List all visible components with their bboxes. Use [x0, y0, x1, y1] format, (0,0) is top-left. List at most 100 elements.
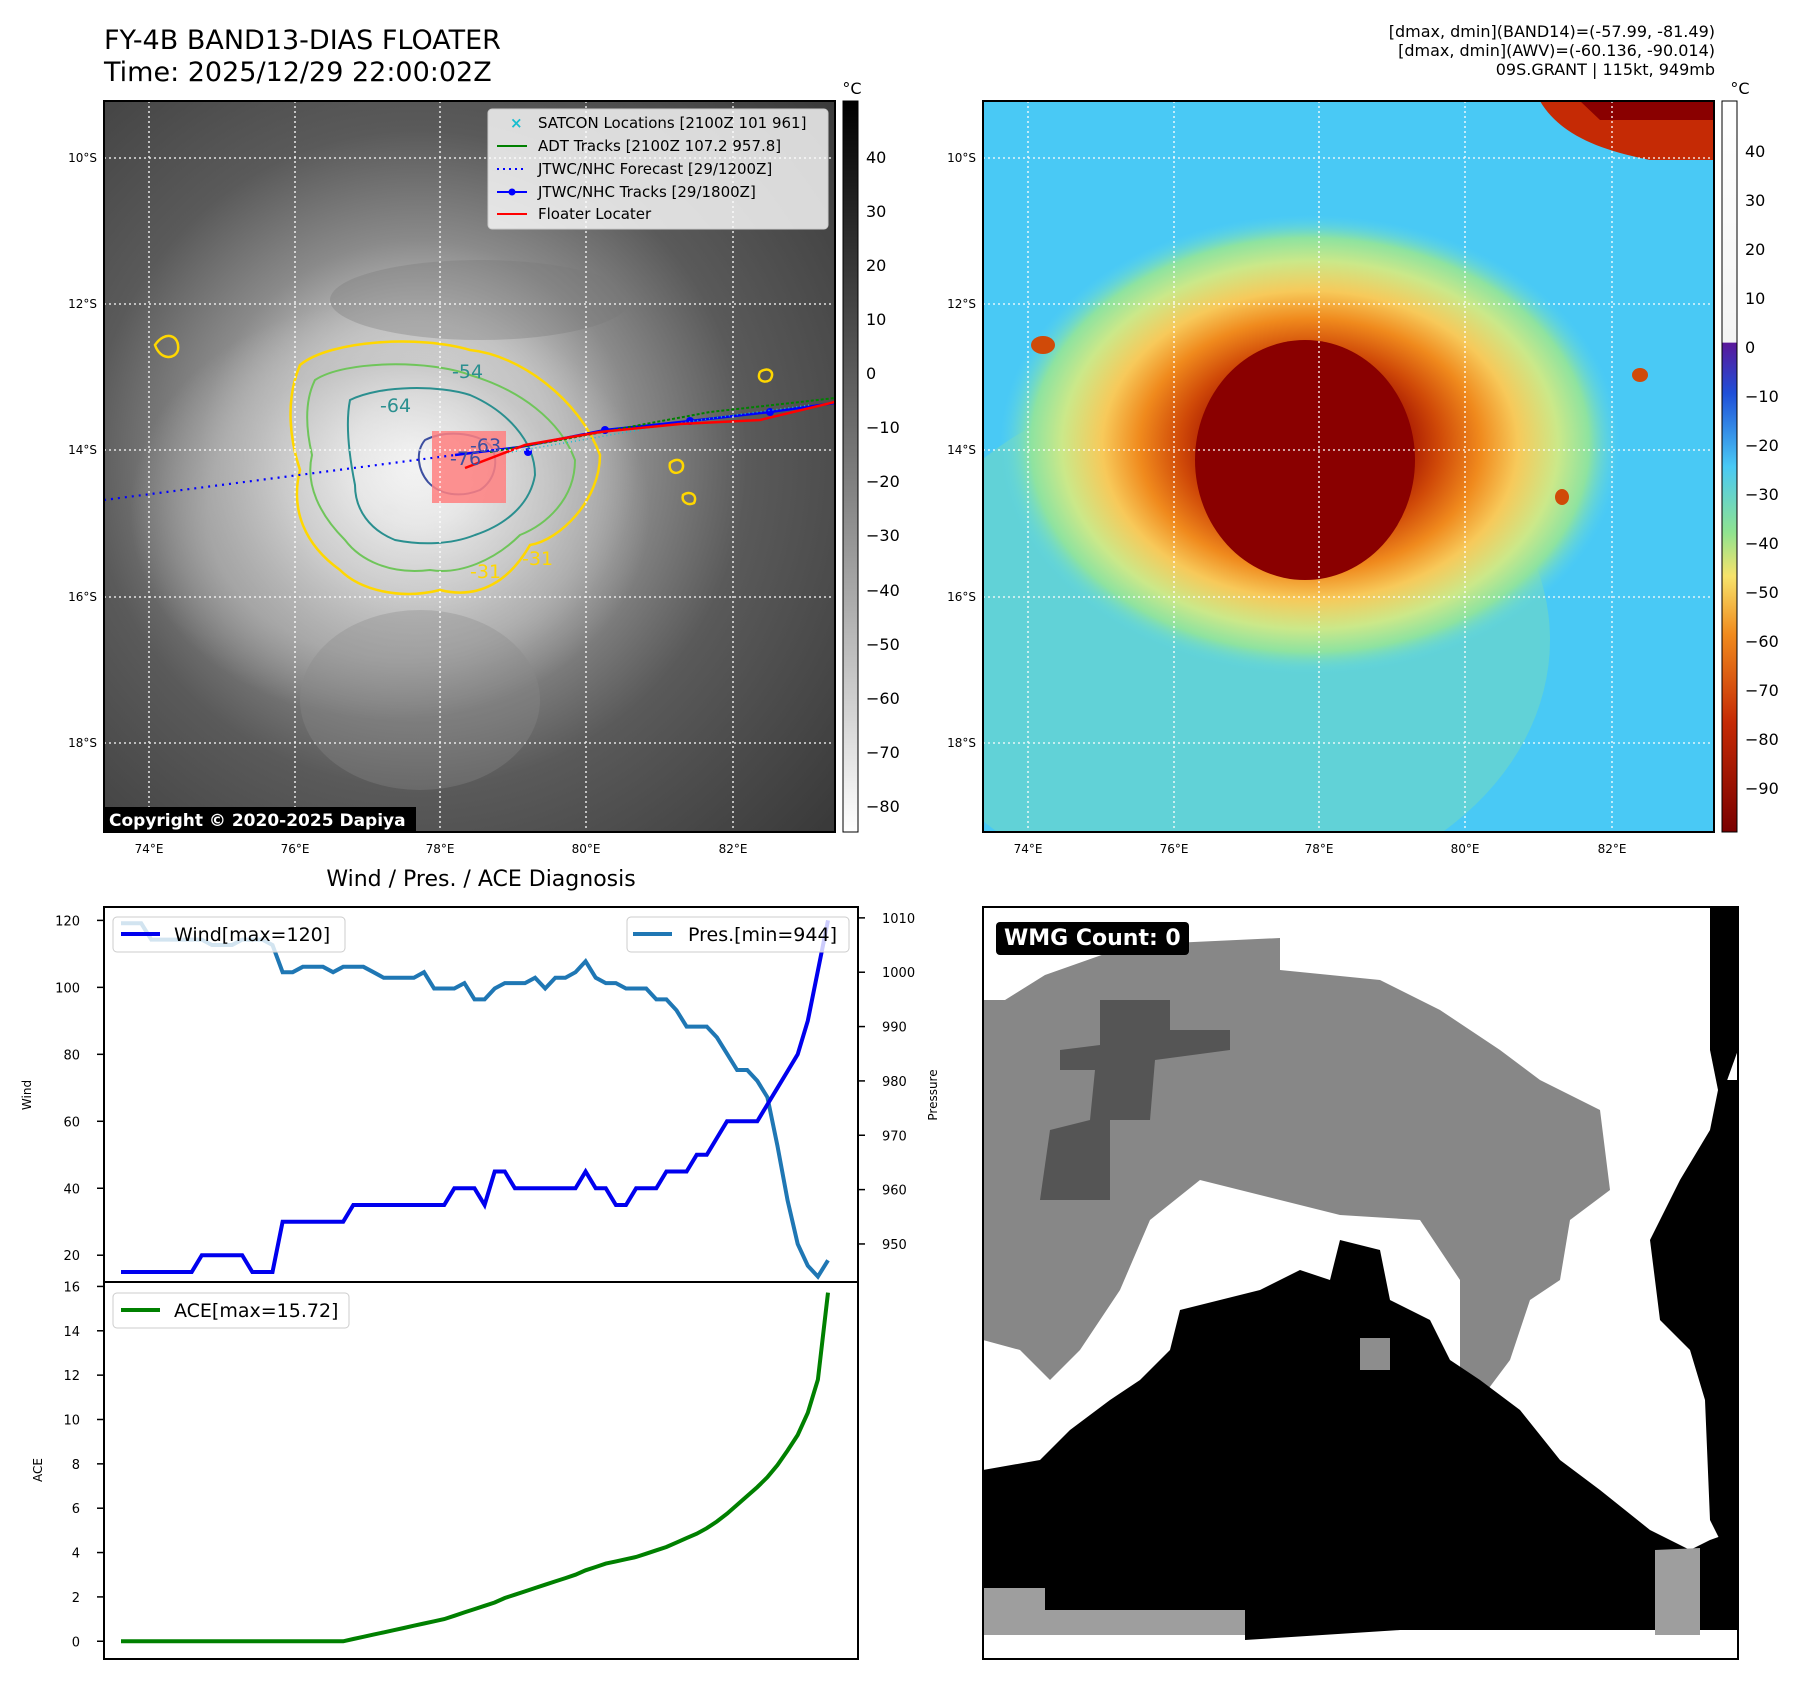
ir-colorbar-unit: °C	[842, 79, 861, 98]
lat-label: 16°S	[947, 590, 976, 604]
awv-cell	[1555, 489, 1569, 505]
lat-label: 14°S	[947, 443, 976, 457]
cbar-tick: −80	[866, 797, 900, 816]
awv-colorbar-gradient	[1721, 100, 1738, 833]
ir-legend: × SATCON Locations [2100Z 101 961] ADT T…	[487, 108, 829, 230]
lon-label: 78°E	[1305, 842, 1334, 856]
contour-labels: -54 -64 -76 -31 -31 -63	[380, 361, 553, 583]
ir-map-panel: -54 -64 -76 -31 -31 -63 74°E 76°E 78°E 8…	[68, 100, 836, 856]
cbar-tick: 20	[866, 256, 886, 275]
cbar-tick: 10	[866, 310, 886, 329]
legend-floater: Floater Locater	[538, 205, 652, 223]
wind-legend-label: Wind[max=120]	[174, 924, 330, 946]
pressure-legend-label: Pres.[min=944]	[688, 924, 837, 946]
pressure-axis-ticks: 950 960 970 980 990 1000 1010	[858, 912, 915, 1253]
copyright-box	[104, 807, 416, 832]
cbar-tick: 20	[1745, 240, 1765, 259]
cbar-tick: −80	[1745, 730, 1779, 749]
cbar-tick: −30	[1745, 485, 1779, 504]
lat-label: 18°S	[947, 736, 976, 750]
ace-legend: ACE[max=15.72]	[112, 1292, 350, 1329]
lat-label: 16°S	[68, 590, 97, 604]
cbar-tick: −20	[1745, 436, 1779, 455]
storm-info: [dmax, dmin](BAND14)=(-57.99, -81.49) [d…	[1015, 22, 1715, 79]
cbar-tick: −50	[866, 635, 900, 654]
awv-cell	[1632, 368, 1648, 382]
ace-legend-label: ACE[max=15.72]	[174, 1300, 338, 1322]
awv-map-panel: 74°E 76°E 78°E 80°E 82°E 10°S 12°S 14°S …	[947, 100, 1715, 856]
wind-series-line	[121, 920, 830, 1274]
lon-label: 78°E	[426, 842, 455, 856]
pressure-legend: Pres.[min=944]	[626, 916, 850, 953]
legend-adt: ADT Tracks [2100Z 107.2 957.8]	[538, 137, 781, 155]
ir-lat-labels: 10°S 12°S 14°S 16°S 18°S	[68, 151, 97, 750]
ace-frame	[103, 1281, 859, 1660]
awv-colorbar-unit: °C	[1730, 79, 1749, 98]
info-storm-summary: 09S.GRANT | 115kt, 949mb	[1495, 60, 1715, 79]
contour-label: -63	[470, 435, 501, 457]
axis-tick-label: 980	[882, 1075, 907, 1090]
cbar-tick: −90	[1745, 779, 1779, 798]
cbar-tick: −30	[866, 526, 900, 545]
awv-cell	[1031, 336, 1055, 354]
ir-spiral-band	[130, 300, 650, 720]
axis-tick-label: 60	[63, 1115, 80, 1130]
axis-tick-label: 16	[63, 1280, 80, 1295]
adt-track	[489, 397, 835, 453]
lat-label: 12°S	[947, 297, 976, 311]
legend-forecast: JTWC/NHC Forecast [29/1200Z]	[537, 160, 772, 178]
cbar-tick: −70	[1745, 681, 1779, 700]
forecast-track	[104, 453, 456, 502]
title-line-2: Time: 2025/12/29 22:00:02Z	[104, 57, 492, 88]
contour-teal	[346, 387, 537, 545]
contour-green	[306, 363, 577, 572]
cbar-tick: 30	[1745, 191, 1765, 210]
contour-small-2	[757, 368, 774, 383]
contour-small-4	[681, 491, 697, 506]
contour-label: -31	[470, 561, 501, 583]
axis-tick-label: 100	[55, 981, 80, 996]
awv-map-frame	[982, 100, 1715, 833]
axis-tick-label: 120	[55, 914, 80, 929]
ir-colorbar-gradient	[842, 100, 859, 833]
axis-tick-label: 0	[72, 1635, 80, 1650]
axis-tick-label: 970	[882, 1129, 907, 1144]
axis-tick-label: 960	[882, 1184, 907, 1199]
axis-tick-label: 1000	[882, 966, 915, 981]
legend-tracks: JTWC/NHC Tracks [29/1800Z]	[537, 183, 756, 201]
awv-colorbar: °C 40 30 20 10 0 −10 −20 −30 −40 −50 −60…	[1721, 79, 1779, 833]
info-awv-range: [dmax, dmin](AWV)=(-60.136, -90.014)	[1398, 41, 1715, 60]
title-line-1: FY-4B BAND13-DIAS FLOATER	[104, 25, 501, 56]
figure-title: FY-4B BAND13-DIAS FLOATER Time: 2025/12/…	[104, 25, 501, 89]
lat-label: 14°S	[68, 443, 97, 457]
wind-legend-box	[112, 916, 346, 953]
lat-label: 10°S	[947, 151, 976, 165]
ir-lon-labels: 74°E 76°E 78°E 80°E 82°E	[135, 842, 748, 856]
lon-label: 76°E	[281, 842, 310, 856]
lon-label: 74°E	[135, 842, 164, 856]
axis-tick-label: 950	[882, 1238, 907, 1253]
lon-label: 76°E	[1160, 842, 1189, 856]
awv-lon-labels: 74°E 76°E 78°E 80°E 82°E	[1014, 842, 1627, 856]
cbar-tick: 40	[866, 148, 886, 167]
lon-label: 80°E	[1451, 842, 1480, 856]
axis-tick-label: 6	[72, 1502, 80, 1517]
legend-box	[487, 108, 829, 230]
wmg-frame	[982, 906, 1739, 1660]
wmg-dark-gray-region	[1040, 1000, 1230, 1200]
x-marker-icon: ×	[510, 114, 523, 132]
contour-label: -54	[452, 361, 483, 383]
axis-tick-label: 40	[63, 1182, 80, 1197]
axis-tick-label: 20	[63, 1249, 80, 1264]
ir-colorbar: °C 40 30 20 10 0 −10 −20 −30 −40 −50 −60…	[842, 79, 900, 833]
ace-ylabel: ACE	[31, 1458, 45, 1482]
lat-label: 12°S	[68, 297, 97, 311]
wmg-gray-bottom-left	[983, 1588, 1245, 1635]
ir-colorbar-ticks: 40 30 20 10 0 −10 −20 −30 −40 −50 −60 −7…	[866, 148, 900, 816]
jtwc-track	[454, 401, 835, 457]
ace-series-line	[121, 1292, 830, 1644]
pressure-ylabel: Pressure	[926, 1069, 940, 1120]
awv-lat-labels: 10°S 12°S 14°S 16°S 18°S	[947, 151, 976, 750]
contour-small-1	[153, 334, 180, 359]
